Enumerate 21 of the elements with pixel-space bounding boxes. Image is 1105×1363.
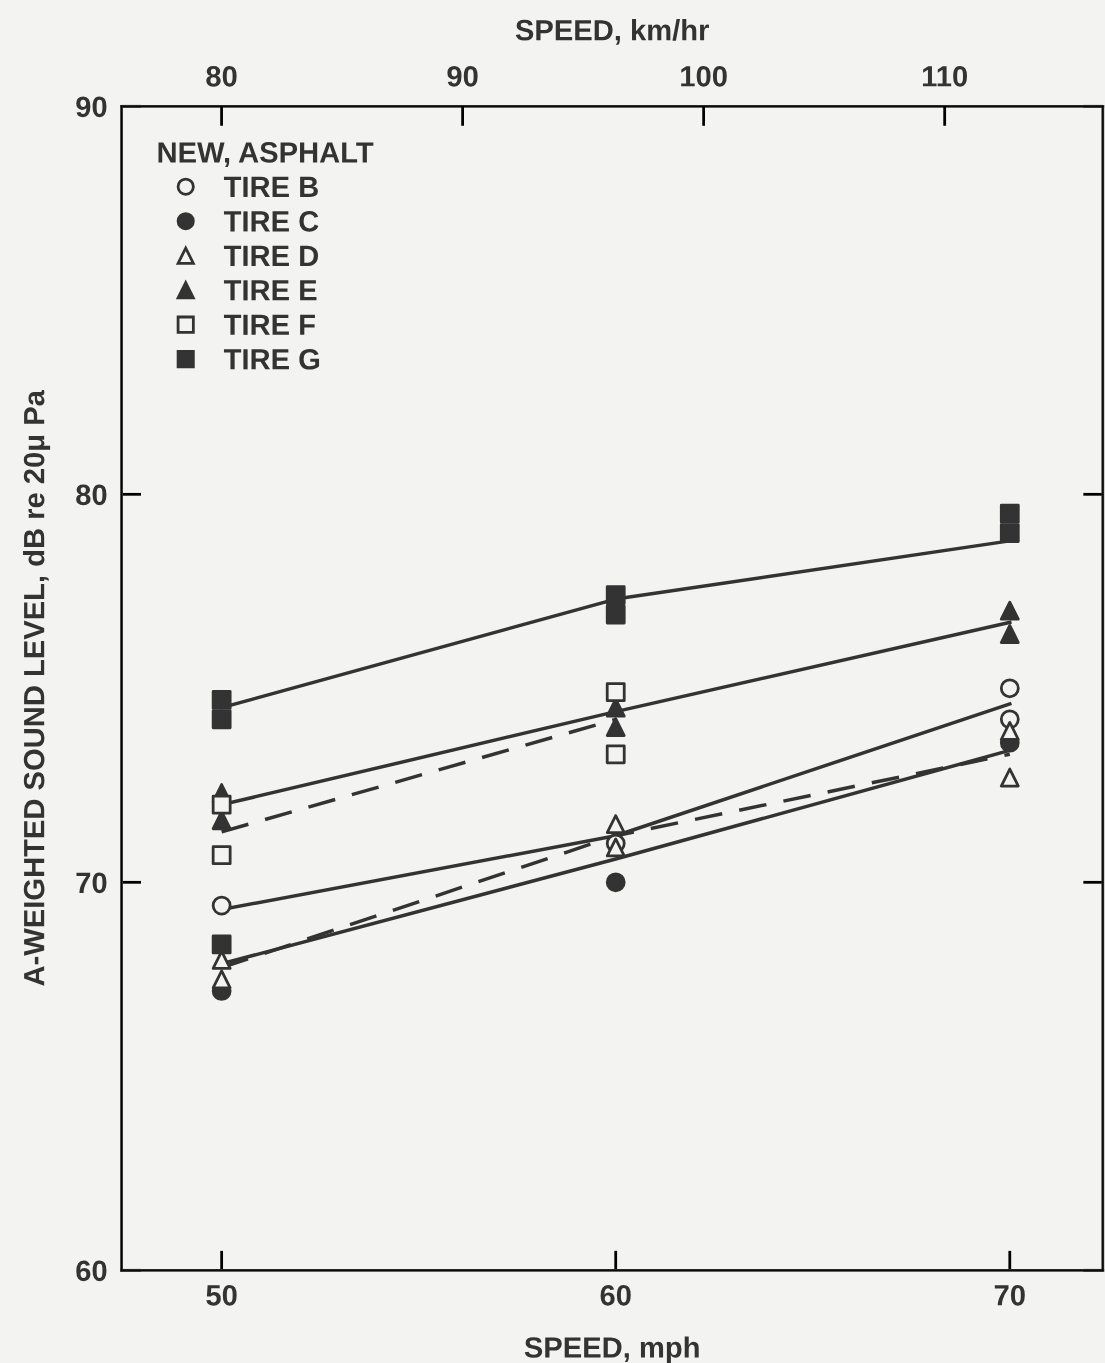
legend-label: TIRE G	[223, 348, 320, 370]
y-tick-label: 70	[76, 872, 107, 894]
x-axis-title: SPEED, mph	[524, 1336, 699, 1363]
legend-label: TIRE F	[223, 314, 315, 335]
x2-axis-title: SPEED, km/hr	[515, 19, 709, 45]
y-tick-label: 60	[76, 1260, 107, 1282]
legend-label: TIRE E	[223, 280, 317, 301]
x2-tick-label: 110	[922, 66, 968, 87]
legend-label: TIRE C	[223, 211, 319, 232]
legend-title: NEW, ASPHALT	[158, 142, 374, 167]
y-axis-title: A-WEIGHTED SOUND LEVEL, dB re 20μ Pa	[23, 389, 51, 986]
x2-tick-label: 80	[206, 66, 237, 87]
x-tick-label: 70	[994, 1284, 1025, 1306]
x-tick-label: 50	[206, 1284, 237, 1306]
y-tick-label: 80	[76, 484, 107, 506]
y-tick-label: 90	[76, 96, 107, 118]
legend-label: TIRE B	[223, 176, 318, 197]
x2-tick-label: 90	[447, 66, 478, 87]
x2-tick-label: 100	[681, 66, 727, 87]
x-tick-label: 60	[600, 1284, 631, 1306]
legend-label: TIRE D	[223, 245, 319, 266]
